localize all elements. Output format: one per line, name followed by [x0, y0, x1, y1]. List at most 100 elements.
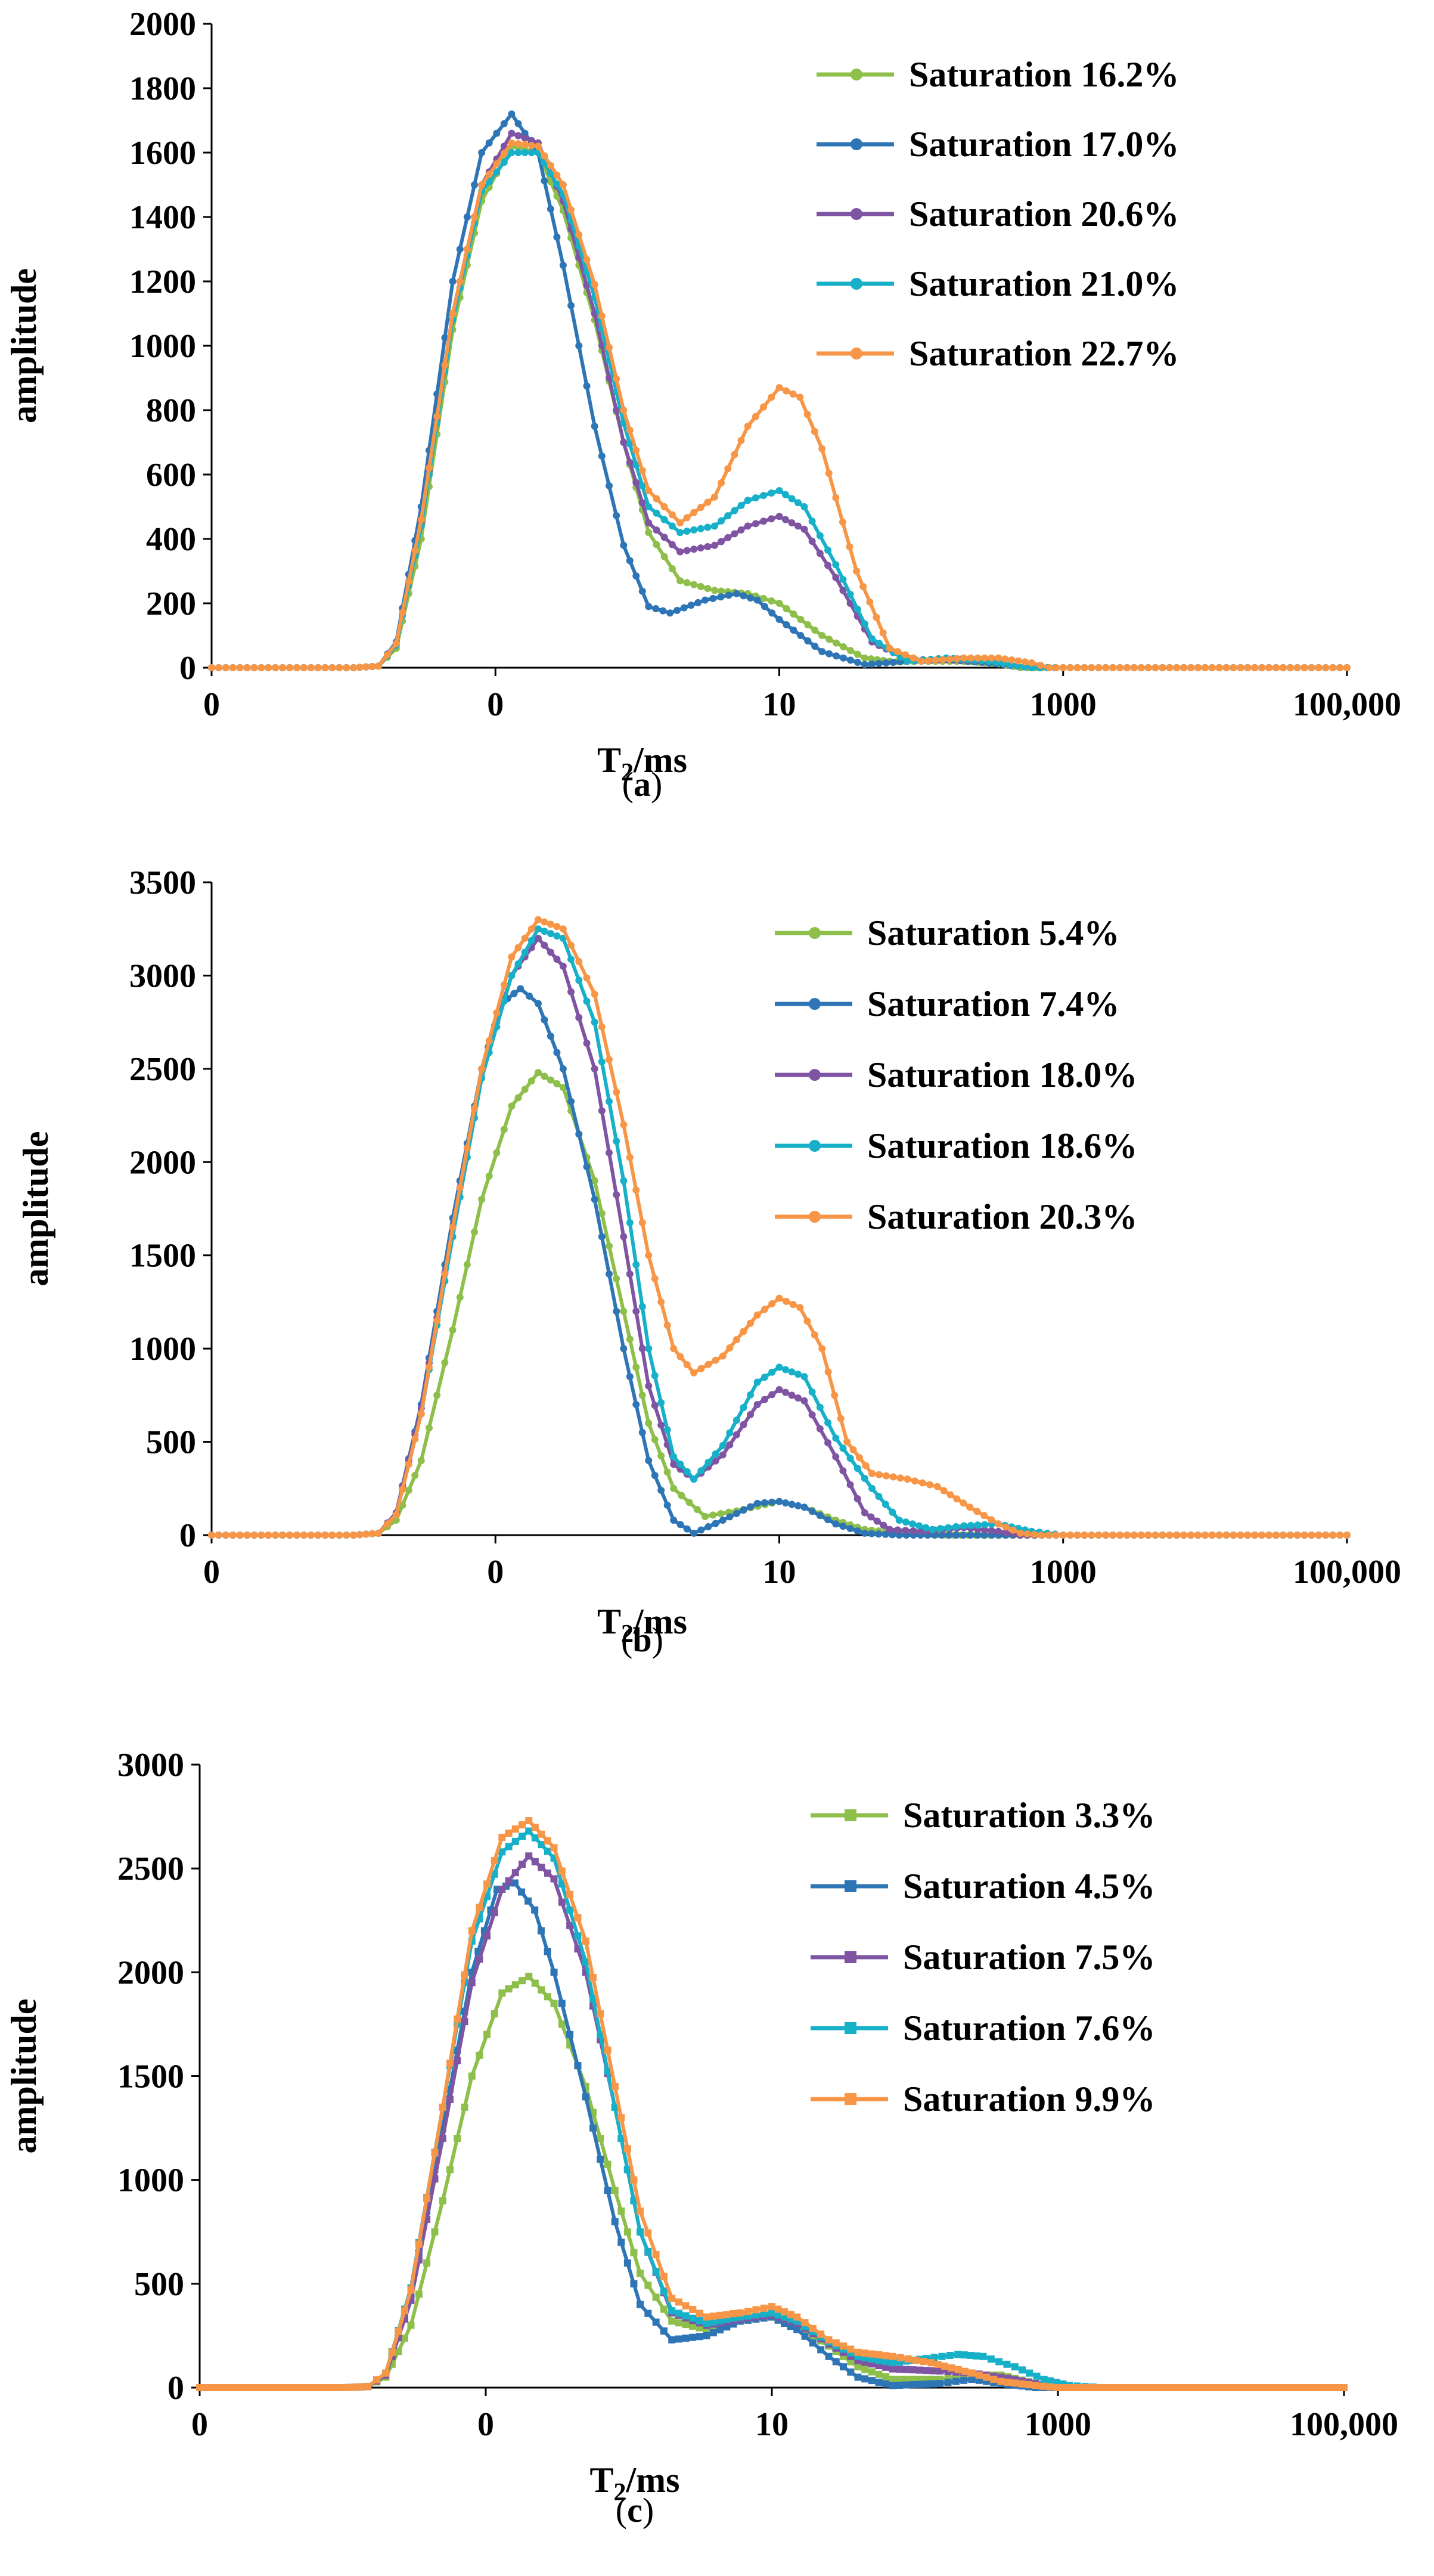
data-point [896, 1474, 904, 1482]
series-a-1 [208, 142, 1351, 671]
data-point [660, 516, 668, 523]
data-point [775, 616, 783, 623]
data-point [1017, 1529, 1025, 1537]
data-point [811, 1331, 818, 1339]
data-point [854, 2363, 862, 2371]
data-point [653, 541, 660, 548]
data-point [620, 1345, 628, 1353]
data-point [626, 458, 634, 466]
data-point [527, 925, 535, 933]
data-point [605, 1056, 613, 1064]
data-point [701, 596, 709, 604]
data-point [1059, 1532, 1067, 1539]
x-axis-label-sub: 2 [614, 2479, 626, 2506]
data-point [613, 1275, 620, 1282]
data-point [449, 278, 457, 285]
data-point [808, 1388, 816, 1396]
legend-label: Saturation 18.6% [867, 1126, 1137, 1165]
data-point [613, 375, 620, 383]
data-point [808, 1411, 816, 1419]
data-point [1336, 664, 1344, 671]
data-point [1194, 664, 1202, 671]
data-point [446, 2095, 454, 2103]
data-point [760, 492, 768, 500]
data-point [670, 1516, 678, 1524]
data-point [840, 2342, 847, 2350]
data-point [793, 2326, 801, 2333]
data-point [493, 129, 501, 137]
data-point [929, 1526, 936, 1533]
data-point [849, 1446, 857, 1453]
data-point [683, 1361, 691, 1369]
data-point [332, 2384, 339, 2391]
data-point [968, 2376, 976, 2383]
data-point [521, 149, 529, 156]
data-point [1219, 2384, 1226, 2391]
data-point [582, 1958, 589, 1966]
data-point [731, 507, 738, 514]
x-axis-label-rest: /ms [633, 740, 687, 780]
data-point [645, 487, 653, 494]
data-point [948, 2364, 955, 2372]
data-point [730, 2310, 737, 2317]
data-point [1031, 1530, 1038, 1538]
data-point [541, 928, 548, 935]
x-tick-label: 1000 [1030, 686, 1097, 723]
data-point [632, 1261, 640, 1269]
data-point [875, 2351, 883, 2358]
x-tick-label: 0 [487, 1554, 504, 1591]
data-point [652, 2293, 660, 2301]
data-point [630, 2197, 638, 2205]
caption-letter: b [632, 1620, 651, 1659]
data-point [775, 1385, 783, 1393]
data-point [527, 1077, 535, 1085]
data-point [638, 1428, 646, 1436]
data-point [423, 2195, 431, 2203]
series-line [212, 987, 1347, 1537]
data-point [531, 1824, 539, 1831]
data-point [660, 553, 668, 560]
data-point [882, 2373, 890, 2380]
data-point [1137, 664, 1145, 671]
data-point [1194, 1532, 1202, 1539]
data-point [1255, 2384, 1262, 2391]
data-point [1329, 664, 1337, 671]
data-point [350, 664, 358, 671]
data-point [1343, 664, 1351, 671]
data-point [645, 1345, 653, 1353]
data-point [895, 1516, 903, 1524]
data-point [787, 2311, 794, 2318]
data-point [553, 180, 561, 188]
data-point [547, 1076, 554, 1084]
data-point [790, 627, 797, 634]
data-point [760, 2304, 768, 2312]
data-point [709, 2312, 717, 2320]
data-point [485, 1037, 493, 1044]
data-point [875, 639, 883, 647]
y-tick-label: 2000 [129, 1144, 196, 1181]
data-point [272, 1532, 280, 1539]
data-point [1230, 664, 1237, 671]
data-point [696, 2317, 703, 2324]
legend-swatch-marker [845, 2093, 856, 2105]
caption-letter: a [634, 765, 651, 804]
data-point [663, 1468, 671, 1476]
data-point [1144, 1532, 1152, 1539]
data-point [446, 2166, 454, 2174]
data-point [653, 526, 660, 534]
data-point [775, 1498, 783, 1505]
data-point [598, 312, 606, 320]
data-point [493, 168, 501, 176]
data-point [683, 579, 691, 587]
data-point [875, 659, 883, 667]
data-point [882, 659, 890, 667]
data-point [1116, 1532, 1123, 1539]
data-point [534, 1069, 542, 1077]
data-point [566, 1906, 574, 1914]
data-point [463, 246, 471, 253]
data-point [1130, 664, 1138, 671]
data-point [514, 960, 522, 968]
data-point [583, 1039, 591, 1047]
data-point [425, 1424, 433, 1432]
